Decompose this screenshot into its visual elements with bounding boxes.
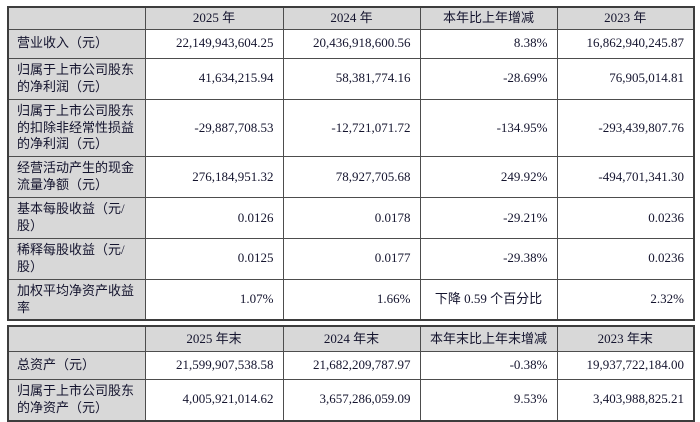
row-label: 经营活动产生的现金流量净额（元） <box>7 156 146 199</box>
value-change: 8.38% <box>419 28 558 59</box>
value-change: 下降 0.59 个百分比 <box>419 278 558 321</box>
value-2025: 276,184,951.32 <box>144 156 284 199</box>
value-change: 249.92% <box>419 156 558 199</box>
annual-indicators-table: 2025 年 2024 年 本年比上年增减 2023 年 营业收入（元） 22,… <box>7 6 695 322</box>
value-2024: 1.66% <box>282 278 421 321</box>
value-2024: 58,381,774.16 <box>282 57 421 100</box>
value-change: -28.69% <box>419 57 558 100</box>
value-2023: -494,701,341.30 <box>556 156 695 199</box>
value-2025: 41,634,215.94 <box>144 57 284 100</box>
value-change: -29.21% <box>419 197 558 239</box>
value-2025: 4,005,921,014.62 <box>144 378 284 422</box>
row-weighted-avg-roe: 加权平均净资产收益率 1.07% 1.66% 下降 0.59 个百分比 2.32… <box>7 278 695 321</box>
col-header-yoy-change: 本年比上年增减 <box>419 6 558 30</box>
row-operating-cash-flow: 经营活动产生的现金流量净额（元） 276,184,951.32 78,927,7… <box>7 156 695 199</box>
period-end-header-row: 2025 年末 2024 年末 本年末比上年末增减 2023 年末 <box>7 325 695 352</box>
col-header-end-change: 本年末比上年末增减 <box>419 325 558 352</box>
row-basic-eps: 基本每股收益（元/股） 0.0126 0.0178 -29.21% 0.0236 <box>7 197 695 239</box>
row-label: 基本每股收益（元/股） <box>7 197 146 239</box>
col-header-2023: 2023 年 <box>556 6 695 30</box>
value-2025: -29,887,708.53 <box>144 98 284 158</box>
value-2023: 3,403,988,825.21 <box>556 378 695 422</box>
value-change: -134.95% <box>419 98 558 158</box>
value-2025: 0.0125 <box>144 237 284 280</box>
value-2023: -293,439,807.76 <box>556 98 695 158</box>
value-2023: 2.32% <box>556 278 695 321</box>
row-diluted-eps: 稀释每股收益（元/股） 0.0125 0.0177 -29.38% 0.0236 <box>7 237 695 280</box>
blank-header-cell <box>7 6 146 30</box>
value-2023: 19,937,722,184.00 <box>556 350 695 380</box>
value-2025: 21,599,907,538.58 <box>144 350 284 380</box>
value-2025: 1.07% <box>144 278 284 321</box>
row-label: 营业收入（元） <box>7 28 146 59</box>
value-2023: 0.0236 <box>556 197 695 239</box>
row-label: 归属于上市公司股东的净利润（元） <box>7 57 146 100</box>
financial-report-page: 2025 年 2024 年 本年比上年增减 2023 年 营业收入（元） 22,… <box>7 6 695 422</box>
value-2024: 0.0178 <box>282 197 421 239</box>
col-header-2023-end: 2023 年末 <box>556 325 695 352</box>
annual-header-row: 2025 年 2024 年 本年比上年增减 2023 年 <box>7 6 695 30</box>
col-header-2024-end: 2024 年末 <box>282 325 421 352</box>
row-net-assets-attributable: 归属于上市公司股东的净资产（元） 4,005,921,014.62 3,657,… <box>7 378 695 422</box>
value-2024: 0.0177 <box>282 237 421 280</box>
row-label: 加权平均净资产收益率 <box>7 278 146 321</box>
row-label: 归属于上市公司股东的扣除非经常性损益的净利润（元） <box>7 98 146 158</box>
row-operating-revenue: 营业收入（元） 22,149,943,604.25 20,436,918,600… <box>7 28 695 59</box>
row-label: 稀释每股收益（元/股） <box>7 237 146 280</box>
value-2025: 0.0126 <box>144 197 284 239</box>
blank-header-cell <box>7 325 146 352</box>
period-end-indicators-table: 2025 年末 2024 年末 本年末比上年末增减 2023 年末 总资产（元）… <box>7 325 695 422</box>
row-total-assets: 总资产（元） 21,599,907,538.58 21,682,209,787.… <box>7 350 695 380</box>
value-change: -0.38% <box>419 350 558 380</box>
col-header-2024: 2024 年 <box>282 6 421 30</box>
value-2023: 16,862,940,245.87 <box>556 28 695 59</box>
col-header-2025: 2025 年 <box>144 6 284 30</box>
value-2025: 22,149,943,604.25 <box>144 28 284 59</box>
value-change: -29.38% <box>419 237 558 280</box>
row-label: 总资产（元） <box>7 350 146 380</box>
col-header-2025-end: 2025 年末 <box>144 325 284 352</box>
value-2024: -12,721,071.72 <box>282 98 421 158</box>
value-2024: 78,927,705.68 <box>282 156 421 199</box>
value-2024: 3,657,286,059.09 <box>282 378 421 422</box>
value-2023: 0.0236 <box>556 237 695 280</box>
value-2023: 76,905,014.81 <box>556 57 695 100</box>
value-change: 9.53% <box>419 378 558 422</box>
value-2024: 20,436,918,600.56 <box>282 28 421 59</box>
value-2024: 21,682,209,787.97 <box>282 350 421 380</box>
row-net-profit-attributable: 归属于上市公司股东的净利润（元） 41,634,215.94 58,381,77… <box>7 57 695 100</box>
row-net-profit-excl-nonrecurring: 归属于上市公司股东的扣除非经常性损益的净利润（元） -29,887,708.53… <box>7 98 695 158</box>
row-label: 归属于上市公司股东的净资产（元） <box>7 378 146 422</box>
